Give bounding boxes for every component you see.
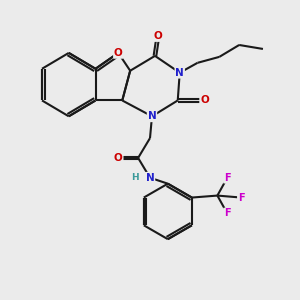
Text: F: F (224, 208, 231, 218)
Text: F: F (224, 173, 231, 183)
Text: H: H (131, 173, 139, 182)
Text: N: N (175, 68, 184, 78)
Text: N: N (146, 173, 154, 183)
Text: O: O (114, 48, 123, 58)
Text: O: O (200, 95, 209, 106)
Text: N: N (148, 111, 156, 121)
Text: O: O (114, 153, 123, 163)
Text: F: F (238, 193, 244, 202)
Text: O: O (154, 31, 162, 41)
